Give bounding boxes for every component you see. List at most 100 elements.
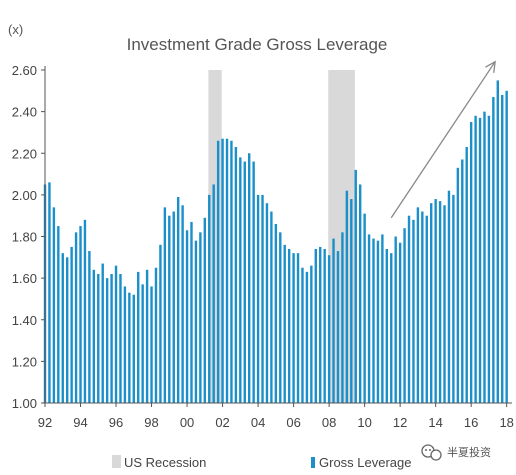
bar-105 xyxy=(505,90,508,403)
y-tick-label-5: 1.80 xyxy=(12,230,37,245)
x-tick-label-6: 02 xyxy=(215,415,229,430)
bar-20 xyxy=(128,292,131,403)
bar-39 xyxy=(212,184,215,403)
bar-72 xyxy=(358,184,362,403)
bar-92 xyxy=(447,190,451,403)
x-tick-label-3: 96 xyxy=(109,415,123,430)
bar-97 xyxy=(469,122,473,403)
axes xyxy=(44,66,512,404)
bar-41 xyxy=(221,138,224,403)
bar-10 xyxy=(83,219,87,403)
y-tick-label-7: 2.20 xyxy=(12,146,37,161)
bar-60 xyxy=(305,271,309,403)
bar-74 xyxy=(367,234,371,403)
bar-66 xyxy=(332,238,335,403)
bar-80 xyxy=(394,236,397,403)
bar-50 xyxy=(261,194,264,404)
bar-30 xyxy=(172,211,175,403)
wechat-logo-icon xyxy=(421,444,442,461)
bar-82 xyxy=(403,228,406,403)
bar-104 xyxy=(501,94,504,403)
bar-48 xyxy=(252,161,255,403)
bar-23 xyxy=(141,284,144,403)
bar-42 xyxy=(225,138,229,403)
bar-3 xyxy=(52,207,56,403)
trend-arrow-line xyxy=(390,61,496,219)
bar-9 xyxy=(79,226,82,403)
y-unit-label: (x) xyxy=(8,22,23,37)
bar-43 xyxy=(230,140,233,403)
bar-21 xyxy=(132,294,135,403)
bar-86 xyxy=(421,211,424,403)
bar-94 xyxy=(456,167,460,403)
bar-35 xyxy=(194,240,198,403)
trend-arrow-head-icon xyxy=(485,60,496,73)
bar-40 xyxy=(216,140,220,403)
bar-89 xyxy=(434,199,437,403)
legend-swatch-gross-leverage xyxy=(311,457,315,468)
watermark-text: 半夏投资 xyxy=(447,445,491,459)
y-tick-label-4: 1.60 xyxy=(12,271,37,286)
bar-6 xyxy=(66,257,69,403)
bars xyxy=(43,80,508,404)
bar-28 xyxy=(163,207,167,403)
bar-62 xyxy=(314,248,317,403)
legend-swatch-us-recession xyxy=(112,455,121,468)
bar-71 xyxy=(354,169,357,403)
legend-label-gross-leverage: Gross Leverage xyxy=(319,455,412,470)
bar-83 xyxy=(407,215,411,403)
bar-57 xyxy=(292,253,295,403)
bar-36 xyxy=(199,232,202,403)
bar-59 xyxy=(301,267,304,403)
bar-31 xyxy=(176,196,180,403)
bar-69 xyxy=(345,190,349,403)
bar-85 xyxy=(416,207,420,403)
trend-arrow xyxy=(390,60,496,219)
y-tick-label-2: 1.20 xyxy=(12,354,37,369)
legend: US Recession Gross Leverage xyxy=(112,455,412,470)
bar-98 xyxy=(474,115,477,403)
bar-34 xyxy=(190,221,193,403)
bar-77 xyxy=(381,234,384,403)
bar-79 xyxy=(390,253,393,403)
x-tick-label-2: 94 xyxy=(73,415,87,430)
bar-87 xyxy=(425,215,428,403)
bar-53 xyxy=(274,224,278,403)
bar-25 xyxy=(150,286,153,403)
bar-18 xyxy=(119,273,122,403)
bar-61 xyxy=(310,265,313,403)
bar-2 xyxy=(48,182,51,403)
y-tick-label-8: 2.40 xyxy=(12,105,37,120)
bar-13 xyxy=(97,273,100,403)
bar-33 xyxy=(185,230,189,403)
bar-15 xyxy=(105,278,109,404)
bar-47 xyxy=(248,153,251,403)
y-tick-label-6: 2.00 xyxy=(12,188,37,203)
bar-103 xyxy=(496,80,499,403)
x-tick-label-1: 92 xyxy=(38,415,52,430)
bar-100 xyxy=(483,111,486,403)
bar-51 xyxy=(265,203,269,403)
bar-54 xyxy=(279,232,282,403)
bar-67 xyxy=(336,251,340,403)
bar-76 xyxy=(376,240,380,403)
bar-7 xyxy=(70,246,73,403)
bar-101 xyxy=(487,115,491,403)
bar-24 xyxy=(145,269,149,403)
bar-96 xyxy=(465,147,468,403)
bar-38 xyxy=(208,194,211,404)
bar-44 xyxy=(234,147,238,403)
bar-63 xyxy=(319,246,322,403)
x-tick-label-13: 16 xyxy=(464,415,478,430)
bar-102 xyxy=(492,97,495,403)
bar-26 xyxy=(154,267,158,403)
x-tick-label-9: 08 xyxy=(322,415,336,430)
x-tick-label-8: 06 xyxy=(286,415,300,430)
bar-27 xyxy=(159,244,162,403)
bar-37 xyxy=(203,217,207,403)
bar-64 xyxy=(323,248,326,403)
bar-22 xyxy=(137,271,140,403)
bar-58 xyxy=(296,253,300,403)
y-tick-label-1: 1.00 xyxy=(12,396,37,411)
